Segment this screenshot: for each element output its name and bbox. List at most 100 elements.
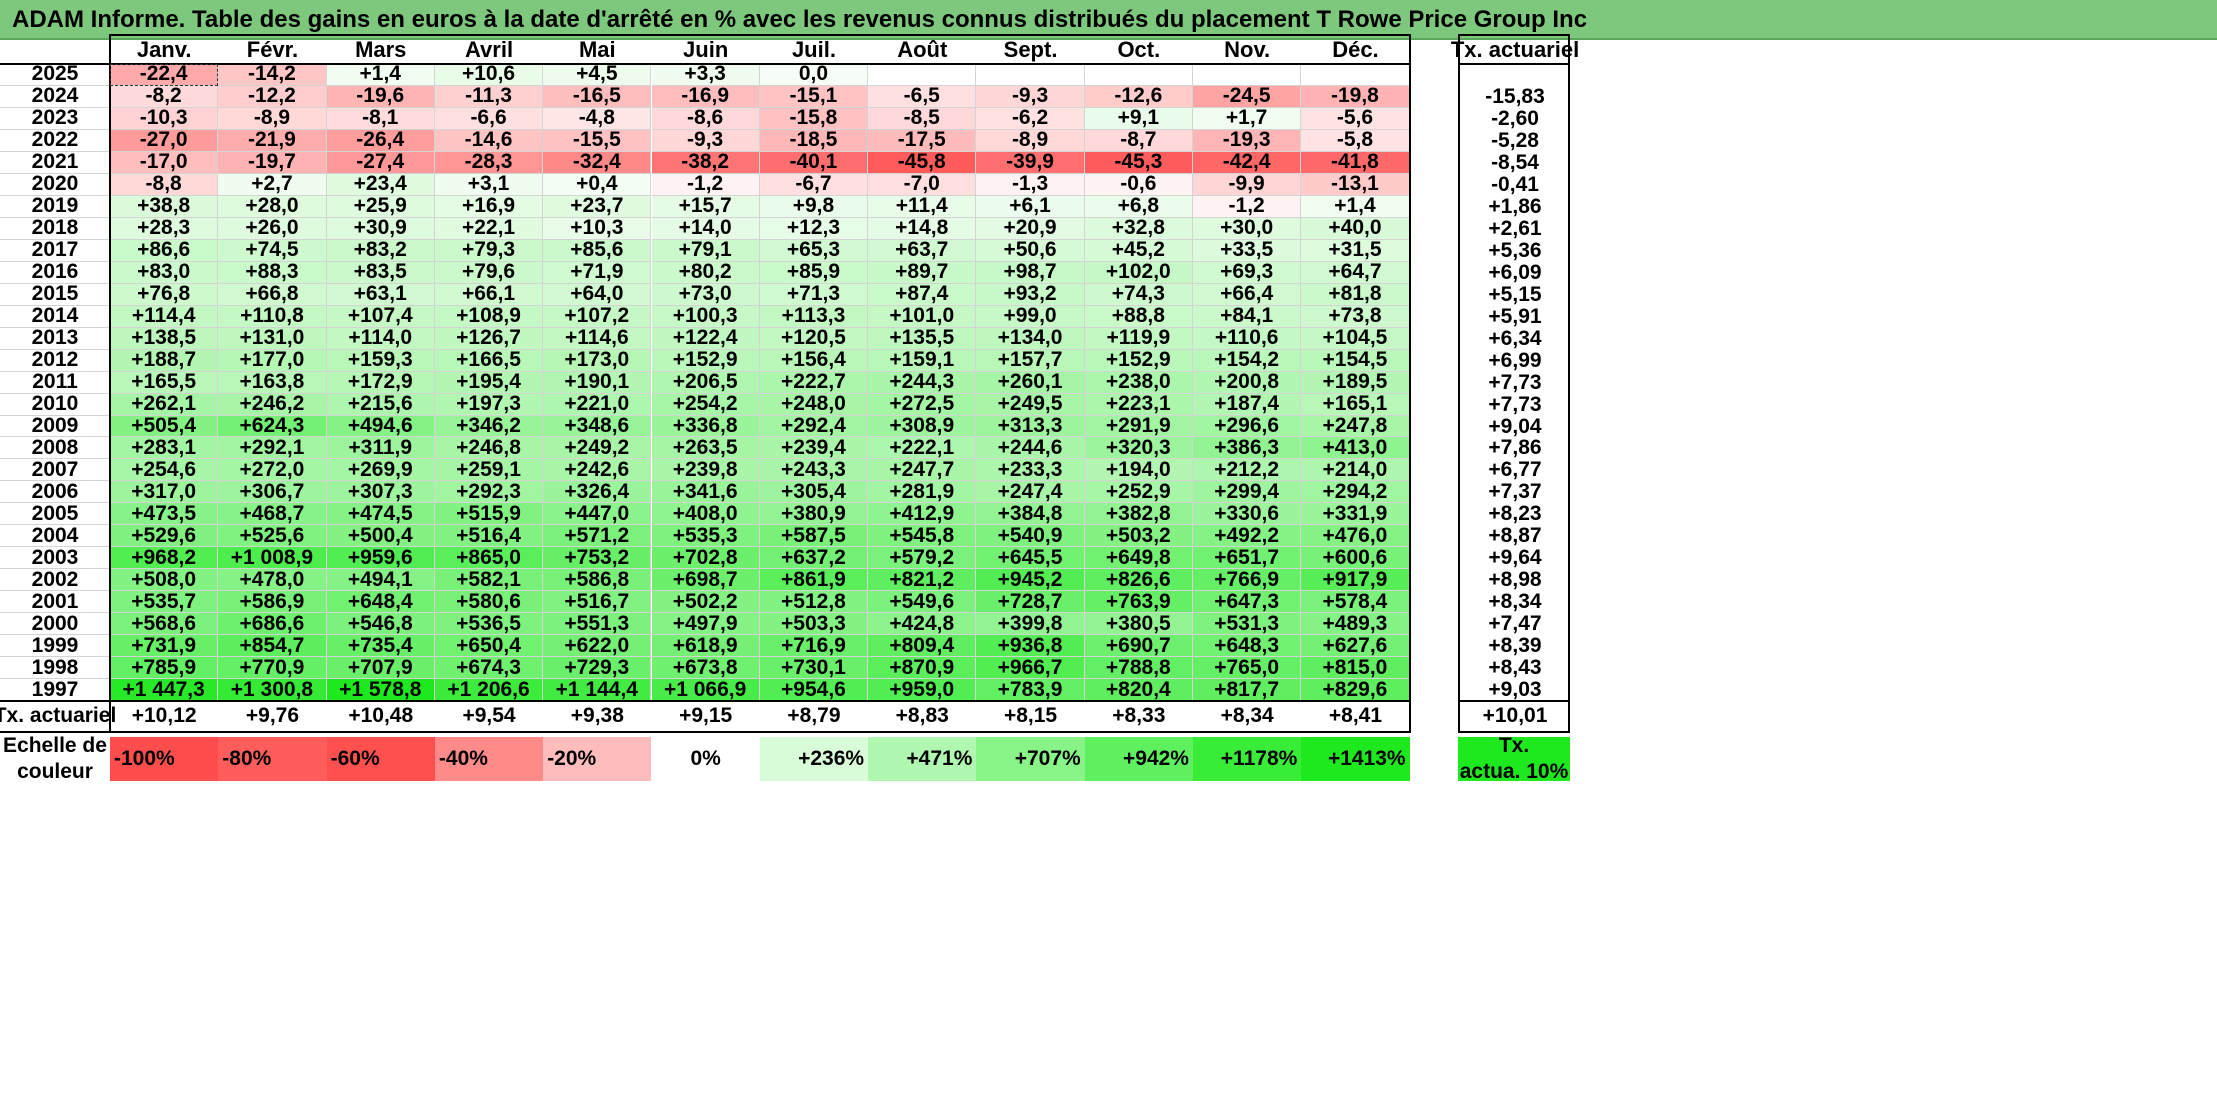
table-cell[interactable]: +113,3: [759, 304, 869, 328]
table-cell[interactable]: +478,0: [218, 568, 327, 592]
table-cell[interactable]: +166,5: [434, 348, 544, 372]
table-cell[interactable]: +870,9: [868, 656, 977, 680]
table-cell[interactable]: -4,8: [543, 106, 652, 130]
rate-cell[interactable]: +6,34: [1488, 326, 1542, 350]
table-cell[interactable]: +189,5: [1301, 370, 1410, 394]
rate-cell[interactable]: +7,73: [1488, 392, 1542, 416]
table-cell[interactable]: +6,1: [976, 194, 1085, 218]
table-cell[interactable]: +0,4: [543, 172, 652, 196]
table-cell[interactable]: +71,9: [543, 260, 652, 284]
table-cell[interactable]: +492,2: [1193, 524, 1302, 548]
table-cell[interactable]: +647,3: [1193, 590, 1302, 614]
table-cell[interactable]: +408,0: [651, 502, 760, 526]
table-cell[interactable]: +134,0: [976, 326, 1085, 350]
table-cell[interactable]: +159,1: [868, 348, 977, 372]
table-cell[interactable]: +413,0: [1301, 436, 1410, 460]
table-cell[interactable]: +79,3: [434, 238, 544, 262]
table-cell[interactable]: +763,9: [1084, 590, 1193, 614]
table-cell[interactable]: +110,8: [218, 304, 327, 328]
rate-cell[interactable]: -15,83: [1485, 84, 1545, 108]
table-cell[interactable]: -15,5: [543, 128, 652, 152]
table-cell[interactable]: +249,5: [976, 392, 1085, 416]
table-cell[interactable]: +248,0: [759, 392, 869, 416]
table-cell[interactable]: +291,9: [1084, 414, 1193, 438]
table-cell[interactable]: +578,4: [1301, 590, 1410, 614]
rate-cell[interactable]: +8,39: [1488, 634, 1542, 658]
table-cell[interactable]: +66,8: [218, 282, 327, 306]
table-cell[interactable]: +259,1: [434, 458, 544, 482]
table-cell[interactable]: +214,0: [1301, 458, 1410, 482]
table-cell[interactable]: +650,4: [434, 634, 544, 658]
table-cell[interactable]: -38,2: [651, 150, 760, 174]
table-cell[interactable]: +38,8: [110, 194, 219, 218]
table-cell[interactable]: +244,6: [976, 436, 1085, 460]
table-cell[interactable]: +101,0: [868, 304, 977, 328]
table-cell[interactable]: +15,7: [651, 194, 760, 218]
table-cell[interactable]: +165,5: [110, 370, 219, 394]
table-cell[interactable]: +865,0: [434, 546, 544, 570]
table-cell[interactable]: +93,2: [976, 282, 1085, 306]
table-cell[interactable]: +107,4: [326, 304, 435, 328]
table-cell[interactable]: +110,6: [1193, 326, 1302, 350]
table-cell[interactable]: +28,3: [110, 216, 219, 240]
table-cell[interactable]: +154,2: [1193, 348, 1302, 372]
rate-cell[interactable]: -5,28: [1491, 128, 1539, 152]
table-cell[interactable]: -24,5: [1193, 84, 1302, 108]
table-cell[interactable]: +546,8: [326, 612, 435, 636]
table-cell[interactable]: +242,6: [543, 458, 652, 482]
table-cell[interactable]: +292,3: [434, 480, 544, 504]
rate-cell[interactable]: +7,47: [1488, 612, 1542, 636]
table-cell[interactable]: +788,8: [1084, 656, 1193, 680]
table-cell[interactable]: +330,6: [1193, 502, 1302, 526]
table-cell[interactable]: +673,8: [651, 656, 760, 680]
table-cell[interactable]: +582,1: [434, 568, 544, 592]
table-cell[interactable]: -8,6: [651, 106, 760, 130]
table-cell[interactable]: +945,2: [976, 568, 1085, 592]
table-cell[interactable]: [868, 64, 977, 86]
table-cell[interactable]: +108,9: [434, 304, 544, 328]
footer-cell[interactable]: +9,54: [462, 704, 516, 727]
table-cell[interactable]: +80,2: [651, 260, 760, 284]
table-cell[interactable]: +31,5: [1301, 238, 1410, 262]
table-cell[interactable]: -8,9: [218, 106, 327, 130]
table-cell[interactable]: +674,3: [434, 656, 544, 680]
table-cell[interactable]: +568,6: [110, 612, 219, 636]
table-cell[interactable]: +239,8: [651, 458, 760, 482]
table-cell[interactable]: +122,4: [651, 326, 760, 350]
table-cell[interactable]: -41,8: [1301, 150, 1410, 174]
table-cell[interactable]: +731,9: [110, 634, 219, 658]
rate-cell[interactable]: +7,86: [1488, 436, 1542, 460]
table-cell[interactable]: +424,8: [868, 612, 977, 636]
table-cell[interactable]: +535,7: [110, 590, 219, 614]
table-cell[interactable]: +64,7: [1301, 260, 1410, 284]
table-cell[interactable]: +785,9: [110, 656, 219, 680]
table-cell[interactable]: +30,9: [326, 216, 435, 240]
table-cell[interactable]: +222,1: [868, 436, 977, 460]
table-cell[interactable]: -27,0: [110, 128, 219, 152]
table-cell[interactable]: +88,3: [218, 260, 327, 284]
table-cell[interactable]: +820,4: [1084, 678, 1193, 702]
table-cell[interactable]: -18,5: [759, 128, 869, 152]
table-cell[interactable]: +829,6: [1301, 678, 1410, 702]
table-cell[interactable]: +215,6: [326, 392, 435, 416]
table-cell[interactable]: +540,9: [976, 524, 1085, 548]
table-cell[interactable]: +500,4: [326, 524, 435, 548]
table-cell[interactable]: +260,1: [976, 370, 1085, 394]
table-cell[interactable]: +622,0: [543, 634, 652, 658]
table-cell[interactable]: -39,9: [976, 150, 1085, 174]
table-cell[interactable]: +489,3: [1301, 612, 1410, 636]
table-cell[interactable]: -10,3: [110, 106, 219, 130]
table-cell[interactable]: -1,2: [1193, 194, 1302, 218]
table-cell[interactable]: +627,6: [1301, 634, 1410, 658]
table-cell[interactable]: +571,2: [543, 524, 652, 548]
table-cell[interactable]: +728,7: [976, 590, 1085, 614]
rate-cell[interactable]: +1,86: [1488, 194, 1542, 218]
table-cell[interactable]: +16,9: [434, 194, 544, 218]
table-cell[interactable]: -42,4: [1193, 150, 1302, 174]
table-cell[interactable]: +2,7: [218, 172, 327, 196]
table-cell[interactable]: +503,2: [1084, 524, 1193, 548]
table-cell[interactable]: +968,2: [110, 546, 219, 570]
table-cell[interactable]: +138,5: [110, 326, 219, 350]
table-cell[interactable]: -8,2: [110, 84, 219, 108]
rate-cell[interactable]: -0,41: [1491, 172, 1539, 196]
